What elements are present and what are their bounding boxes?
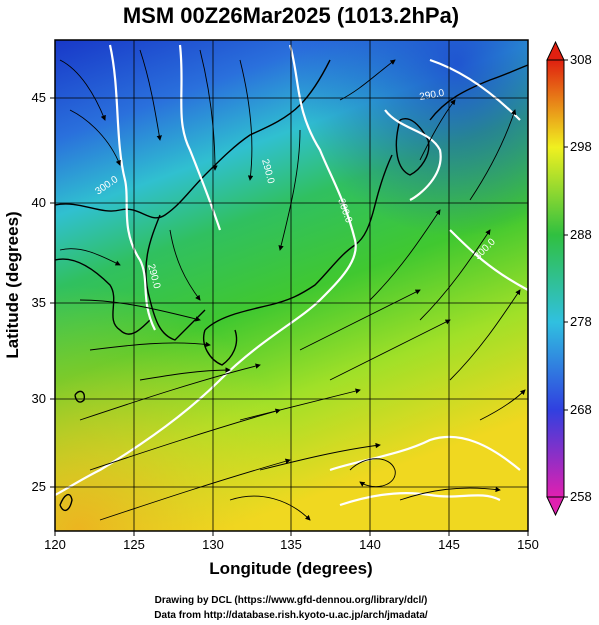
colorbar-gradient xyxy=(546,59,565,498)
x-tick-label: 130 xyxy=(202,537,224,552)
x-tick-label: 140 xyxy=(359,537,381,552)
credit-data: Data from http://database.rish.kyoto-u.a… xyxy=(154,610,428,621)
isotherms xyxy=(55,44,528,507)
contour-label: 290.0 xyxy=(419,88,446,103)
map-title: MSM 00Z26Mar2025 (1013.2hPa) xyxy=(123,3,459,28)
y-tick-label: 30 xyxy=(32,391,46,406)
cold-region xyxy=(55,40,528,531)
y-tick-label: 35 xyxy=(32,295,46,310)
colorbar-tick-label: 268 xyxy=(570,402,592,417)
x-tick-label: 150 xyxy=(517,537,539,552)
coastlines xyxy=(55,59,528,512)
grid xyxy=(55,40,528,531)
x-axis-label: Longitude (degrees) xyxy=(209,559,372,578)
x-axis: 120 125 130 135 140 145 150 Longitude (d… xyxy=(44,531,539,578)
x-tick-label: 120 xyxy=(44,537,66,552)
colorbar: 308 298 288 278 268 258 xyxy=(546,40,592,517)
x-tick-label: 125 xyxy=(123,537,145,552)
colorbar-max-triangle xyxy=(546,40,565,61)
y-axis-label: Latitude (degrees) xyxy=(3,211,22,358)
map-plot-area: 300.0 290.0 290.0 290.0 300.0 300.0 xyxy=(55,40,528,531)
y-tick-label: 40 xyxy=(32,195,46,210)
colorbar-tick-label: 298 xyxy=(570,139,592,154)
credit-drawing: Drawing by DCL (https://www.gfd-dennou.o… xyxy=(155,595,428,606)
x-tick-label: 145 xyxy=(438,537,460,552)
y-tick-label: 25 xyxy=(32,479,46,494)
y-tick-label: 45 xyxy=(32,90,46,105)
colorbar-min-triangle xyxy=(546,496,565,517)
colorbar-tick-label: 308 xyxy=(570,52,592,67)
colorbar-tick-label: 258 xyxy=(570,489,592,504)
y-axis: 45 40 35 30 25 Latitude (degrees) xyxy=(3,90,55,494)
x-tick-label: 135 xyxy=(280,537,302,552)
streamlines xyxy=(59,49,526,521)
colorbar-tick-label: 278 xyxy=(570,314,592,329)
colorbar-tick-label: 288 xyxy=(570,227,592,242)
